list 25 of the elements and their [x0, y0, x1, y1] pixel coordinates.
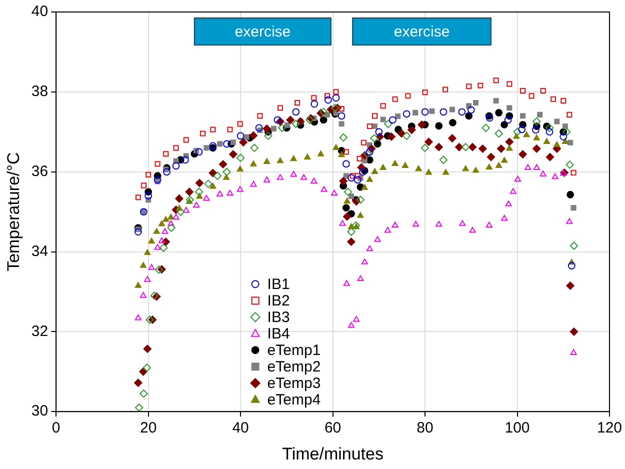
x-tick-label: 20	[140, 420, 157, 437]
x-tick-label: 0	[52, 420, 60, 437]
y-axis-title: Temperature/°C	[4, 152, 23, 272]
legend-label: eTemp3	[267, 375, 321, 392]
legend-label: eTemp1	[267, 342, 321, 360]
x-tick-label: 120	[596, 420, 622, 437]
x-tick-label: 80	[416, 420, 434, 437]
legend-label: IB4	[267, 326, 290, 343]
legend-label: IB3	[267, 309, 290, 326]
x-tick-label: 40	[232, 420, 249, 437]
y-tick-label: 38	[31, 83, 48, 100]
band-label: exercise	[394, 24, 450, 41]
x-tick-label: 60	[324, 420, 342, 437]
legend-label: eTemp4	[267, 392, 321, 409]
y-tick-label: 36	[31, 162, 48, 180]
x-tick-label: 100	[504, 420, 530, 437]
x-axis-title: Time/minutes	[282, 444, 384, 464]
y-tick-label: 34	[31, 242, 48, 260]
legend-label: IB1	[267, 276, 290, 294]
legend-label: IB2	[267, 292, 290, 310]
y-tick-label: 30	[31, 402, 48, 420]
legend-label: eTemp2	[267, 358, 321, 376]
y-tick-label: 32	[31, 322, 48, 340]
band-label: exercise	[234, 24, 291, 41]
y-tick-label: 40	[31, 3, 48, 20]
